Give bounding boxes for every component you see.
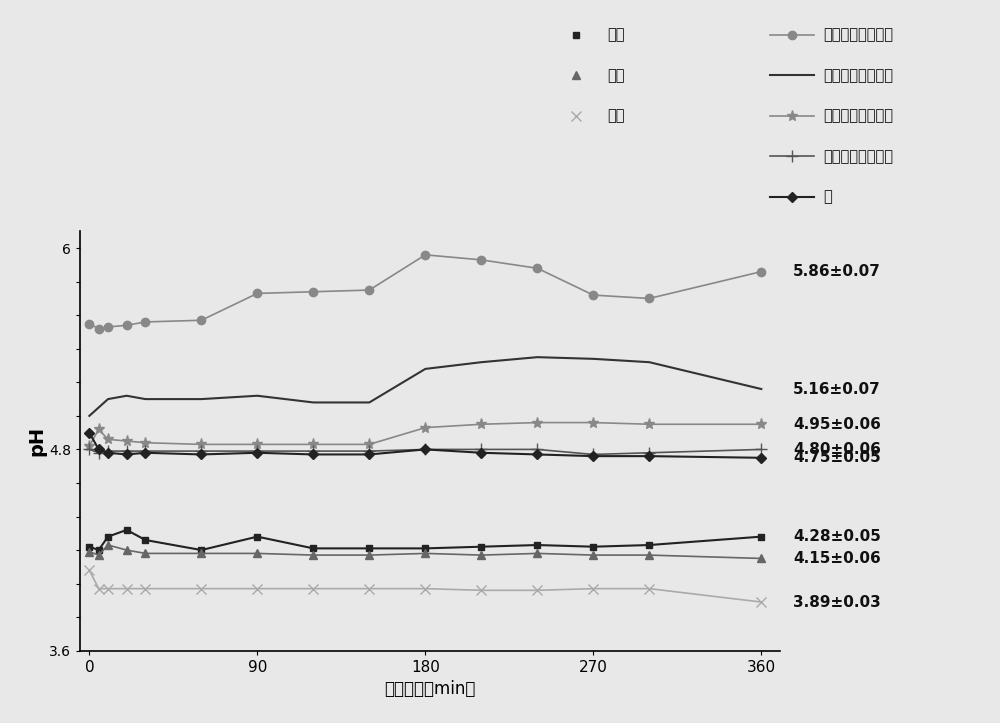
Text: 3.89±0.03: 3.89±0.03 [793,594,881,609]
Text: 根（红王子锦带）: 根（红王子锦带） [823,27,893,42]
Text: 梨: 梨 [823,189,832,204]
Text: 柚子: 柚子 [607,68,625,82]
Text: 4.95±0.06: 4.95±0.06 [793,416,881,432]
Text: 花（红王子锦带）: 花（红王子锦带） [823,149,893,163]
X-axis label: 浸泡时间（min）: 浸泡时间（min） [384,680,476,698]
Text: 4.28±0.05: 4.28±0.05 [793,529,881,544]
Text: 茎（红王子锦带）: 茎（红王子锦带） [823,68,893,82]
Text: 5.16±0.07: 5.16±0.07 [793,382,881,396]
Text: 叶（红王子锦带）: 叶（红王子锦带） [823,108,893,123]
Y-axis label: pH: pH [27,426,46,456]
Text: 4.80±0.06: 4.80±0.06 [793,442,881,457]
Text: 4.15±0.06: 4.15±0.06 [793,551,881,566]
Text: 5.86±0.07: 5.86±0.07 [793,264,881,279]
Text: 4.75±0.05: 4.75±0.05 [793,450,881,466]
Text: 苹果: 苹果 [607,27,625,42]
Text: 桔子: 桔子 [607,108,625,123]
